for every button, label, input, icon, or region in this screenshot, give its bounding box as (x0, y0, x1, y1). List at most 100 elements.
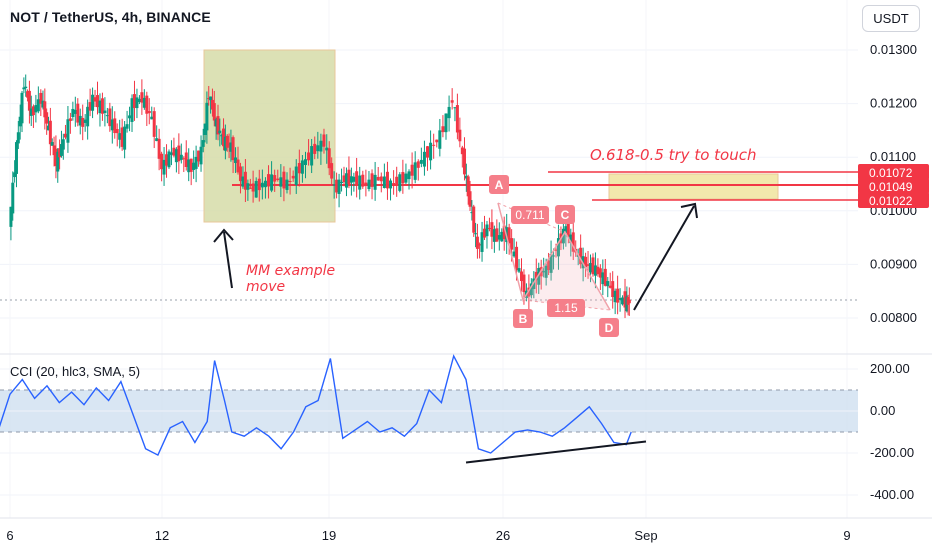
candle-body (130, 98, 134, 122)
candle-body (332, 184, 336, 186)
target-zone (608, 173, 779, 200)
candle-body (205, 102, 209, 131)
candle-body (502, 225, 506, 240)
candle-body (120, 127, 124, 147)
candle-body (93, 97, 97, 102)
cci-axis[interactable]: 200.00 0.00 -200.00 -400.00 (870, 361, 914, 502)
candle-body (152, 111, 156, 137)
candle-body (36, 99, 40, 112)
price-tick-label: 0.01100 (870, 149, 916, 164)
candle-body (282, 171, 286, 189)
candle-body (307, 152, 311, 161)
candle-body (515, 246, 519, 271)
chart-title: NOT / TetherUS, 4h, BINANCE (10, 9, 211, 25)
candle-body (468, 191, 472, 207)
candle-body (238, 166, 242, 182)
time-axis[interactable]: 6 12 19 26 Sep 9 (6, 528, 850, 543)
candle-body (416, 161, 420, 168)
candle-body (444, 113, 448, 133)
annotation-mm-example: MM example move (246, 263, 335, 295)
candle-body (591, 257, 595, 275)
candle-body (54, 148, 58, 167)
candle-body (303, 159, 307, 166)
candle-body (534, 271, 538, 281)
cci-tick-label: 0.00 (870, 403, 895, 418)
candle-body (45, 112, 49, 124)
candle-body (547, 260, 551, 270)
candle-body (487, 228, 491, 230)
candle-body (566, 220, 570, 238)
pattern-label-c: C (555, 205, 575, 224)
candle-body (589, 263, 593, 273)
candle-body (435, 139, 439, 143)
price-tick-label: 0.00900 (870, 256, 917, 271)
candle-body (337, 179, 341, 194)
candle-body (218, 130, 222, 134)
currency-button[interactable]: USDT (862, 5, 920, 32)
candle-body (88, 102, 92, 111)
candle-body (132, 94, 136, 108)
candles (9, 74, 631, 319)
candle-body (263, 180, 267, 188)
candle-body (50, 142, 54, 146)
candle-body (251, 183, 255, 192)
candle-body (68, 118, 72, 121)
candle-body (231, 137, 235, 161)
candle-body (86, 106, 90, 127)
svg-text:A: A (495, 178, 504, 192)
candle-body (179, 154, 183, 160)
candle-body (474, 233, 478, 235)
candle-body (11, 182, 15, 214)
candle-body (319, 140, 323, 152)
candle-body (267, 174, 271, 187)
candle-body (593, 265, 597, 276)
candle-body (34, 105, 38, 113)
candle-body (216, 116, 220, 135)
candle-body (285, 179, 289, 190)
candle-body (475, 236, 479, 249)
candle-body (142, 97, 146, 108)
candle-body (438, 130, 442, 149)
candle-body (187, 159, 191, 173)
price-tag-0-01049: 0.01049 (858, 178, 929, 194)
candle-body (455, 105, 459, 133)
candle-body (105, 115, 109, 117)
candle-body (209, 96, 213, 101)
candle-body (59, 144, 63, 156)
candle-body (9, 206, 13, 227)
pattern-label-d: D (599, 318, 619, 337)
candle-body (347, 169, 351, 185)
candle-body (276, 178, 280, 181)
cci-tick-label: -400.00 (870, 487, 914, 502)
candle-body (584, 256, 588, 268)
candle-body (447, 106, 451, 119)
candle-body (376, 176, 380, 181)
time-tick-label: Sep (634, 528, 657, 543)
candle-body (160, 153, 164, 170)
candle-body (227, 143, 231, 146)
svg-text:0.01022: 0.01022 (869, 194, 913, 208)
candle-body (291, 175, 295, 179)
candle-body (98, 100, 102, 114)
candle-body (395, 176, 399, 185)
candle-body (47, 125, 51, 131)
candle-body (207, 98, 211, 100)
candle-body (571, 232, 575, 252)
candle-body (322, 134, 326, 147)
candle-body (603, 268, 607, 286)
candle-body (83, 119, 87, 123)
candle-body (327, 148, 331, 169)
candle-body (401, 172, 405, 184)
candle-body (91, 94, 95, 111)
svg-text:0.01072: 0.01072 (869, 166, 913, 180)
candle-body (210, 99, 214, 110)
candle-body (199, 146, 203, 165)
candle-body (118, 133, 122, 140)
candle-body (507, 227, 511, 244)
cci-indicator-label: CCI (20, hlc3, SMA, 5) (10, 364, 141, 379)
candle-body (344, 173, 348, 188)
candle-body (510, 238, 514, 250)
candle-body (182, 158, 186, 160)
candle-body (608, 285, 612, 288)
candle-body (169, 152, 173, 155)
